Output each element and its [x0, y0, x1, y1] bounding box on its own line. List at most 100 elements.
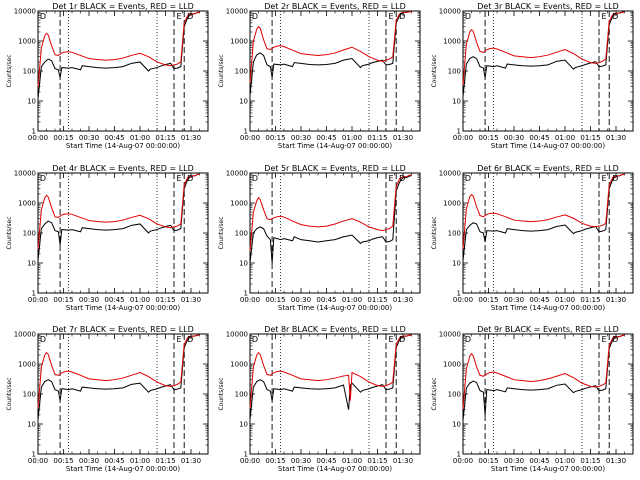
y-tick-label: 10 [452, 421, 461, 429]
x-tick-label: 00:45 [529, 457, 549, 465]
y-tick-label: 10000 [226, 331, 248, 339]
y-tick-label: 10 [27, 421, 36, 429]
y-axis-label: Counts/sec [218, 377, 225, 410]
segment-marker-label: E [388, 12, 393, 21]
panel-title: Det 6r BLACK = Events, RED = LLD [477, 164, 619, 173]
x-tick-label: 00:00 [453, 457, 473, 465]
x-axis-label: Start Time (14-Aug-07 00:00:00) [491, 465, 605, 473]
x-tick-label: 01:00 [130, 457, 150, 465]
panel-det-8: Det 8r BLACK = Events, RED = LLD 1 10 100 10… [218, 325, 421, 473]
y-tick-label: 10 [452, 98, 461, 106]
x-tick-label: 00:45 [104, 296, 124, 304]
y-tick-label: 100 [448, 230, 461, 238]
events-series-line [462, 173, 625, 261]
y-tick-label: 1000 [230, 200, 248, 208]
y-tick-label: 10 [452, 260, 461, 268]
plot-frame [249, 10, 421, 132]
x-tick-label: 00:30 [504, 134, 524, 142]
segment-marker-label: D [40, 174, 46, 183]
segment-marker-label: E [176, 335, 181, 344]
x-tick-label: 01:00 [555, 457, 575, 465]
segment-marker-label: E [601, 12, 606, 21]
y-tick-label: 1 [244, 128, 248, 136]
plot-frame [37, 172, 209, 294]
segment-marker-label: D [399, 335, 405, 344]
x-tick-label: 00:45 [104, 134, 124, 142]
y-axis-label: Counts/sec [431, 54, 438, 87]
segment-marker-label: E [176, 12, 181, 21]
y-tick-label: 10000 [439, 331, 461, 339]
y-tick-label: 100 [235, 391, 248, 399]
lld-series-line [37, 11, 200, 87]
y-tick-label: 10 [27, 98, 36, 106]
segment-marker-label: D [612, 12, 618, 21]
y-tick-label: 1 [457, 290, 461, 298]
x-tick-label: 01:00 [342, 134, 362, 142]
segment-marker-label: D [612, 335, 618, 344]
y-tick-label: 1 [457, 451, 461, 459]
segment-marker-label: D [187, 335, 193, 344]
y-tick-label: 10000 [14, 331, 36, 339]
x-tick-label: 01:30 [181, 134, 201, 142]
x-tick-label: 00:00 [240, 457, 260, 465]
events-series-line [249, 334, 412, 420]
segment-marker-label: E [388, 335, 393, 344]
segment-marker-label: E [176, 174, 181, 183]
panel-det-5: Det 5r BLACK = Events, RED = LLD 1 10 100 10… [218, 164, 421, 312]
y-tick-label: 1 [244, 290, 248, 298]
x-tick-label: 00:15 [478, 134, 498, 142]
segment-marker-label: E [601, 335, 606, 344]
y-tick-label: 100 [448, 391, 461, 399]
segment-marker-label: D [187, 174, 193, 183]
x-tick-label: 01:30 [393, 296, 413, 304]
y-tick-label: 1000 [18, 38, 36, 46]
y-tick-label: 100 [235, 68, 248, 76]
plot-frame [37, 10, 209, 132]
x-tick-label: 00:45 [316, 134, 336, 142]
x-tick-label: 01:30 [606, 296, 626, 304]
x-tick-label: 01:15 [155, 457, 175, 465]
segment-marker-label: D [252, 12, 258, 21]
panel-title: Det 7r BLACK = Events, RED = LLD [52, 325, 194, 334]
x-tick-label: 00:15 [53, 457, 73, 465]
x-axis-label: Start Time (14-Aug-07 00:00:00) [491, 142, 605, 150]
x-tick-label: 01:00 [130, 296, 150, 304]
x-tick-label: 00:15 [265, 296, 285, 304]
x-tick-label: 00:00 [28, 457, 48, 465]
x-tick-label: 01:30 [181, 457, 201, 465]
x-tick-label: 00:00 [28, 296, 48, 304]
x-tick-label: 00:45 [529, 296, 549, 304]
lld-series-line [249, 174, 412, 252]
x-tick-label: 00:15 [478, 296, 498, 304]
y-axis-label: Counts/sec [6, 216, 13, 249]
x-axis-label: Start Time (14-Aug-07 00:00:00) [278, 142, 392, 150]
lld-series-line [462, 11, 625, 85]
segment-marker-label: D [399, 174, 405, 183]
x-tick-label: 01:15 [367, 296, 387, 304]
x-tick-label: 00:15 [53, 134, 73, 142]
plot-frame [249, 172, 421, 294]
x-axis-label: Start Time (14-Aug-07 00:00:00) [66, 304, 180, 312]
x-tick-label: 00:30 [291, 457, 311, 465]
x-tick-label: 01:30 [393, 457, 413, 465]
x-tick-label: 00:15 [53, 296, 73, 304]
y-tick-label: 100 [448, 68, 461, 76]
y-tick-label: 1000 [230, 38, 248, 46]
segment-marker-label: D [40, 335, 46, 344]
x-tick-label: 01:30 [606, 134, 626, 142]
x-tick-label: 00:30 [291, 134, 311, 142]
panel-det-9: Det 9r BLACK = Events, RED = LLD 1 10 100 10… [431, 325, 634, 473]
segment-marker-label: D [187, 12, 193, 21]
plot-frame [462, 172, 634, 294]
y-tick-label: 10000 [226, 170, 248, 178]
x-tick-label: 01:30 [181, 296, 201, 304]
y-tick-label: 100 [23, 391, 36, 399]
events-series-line [37, 11, 200, 99]
x-tick-label: 00:45 [104, 457, 124, 465]
segment-marker-label: D [40, 12, 46, 21]
plot-frame [462, 333, 634, 455]
events-series-line [249, 175, 412, 264]
events-series-line [462, 11, 625, 97]
x-axis-label: Start Time (14-Aug-07 00:00:00) [66, 142, 180, 150]
